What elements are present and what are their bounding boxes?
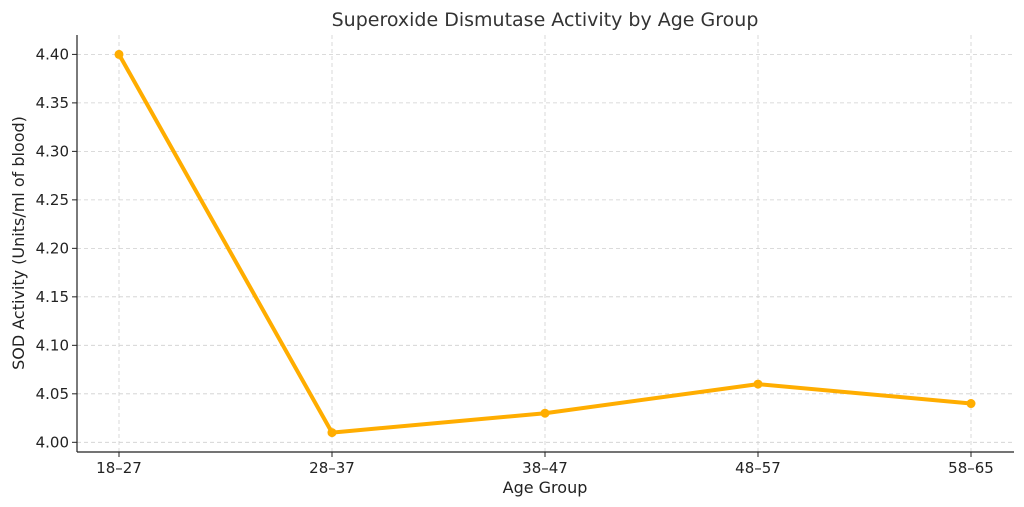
x-tick-label: 28–37 bbox=[309, 459, 355, 477]
data-point bbox=[753, 379, 763, 389]
x-tick-label: 18–27 bbox=[96, 459, 142, 477]
y-tick-label: 4.40 bbox=[36, 45, 69, 63]
chart-title: Superoxide Dismutase Activity by Age Gro… bbox=[332, 9, 759, 31]
x-tick-label: 58–65 bbox=[948, 459, 994, 477]
grid-layer bbox=[77, 35, 1014, 452]
series-line bbox=[117, 52, 973, 435]
series-layer bbox=[114, 49, 976, 438]
y-tick-label: 4.10 bbox=[36, 336, 69, 354]
y-tick-label: 4.30 bbox=[36, 142, 69, 160]
y-tick-label: 4.00 bbox=[36, 433, 69, 451]
y-axis-label: SOD Activity (Units/ml of blood) bbox=[9, 116, 28, 370]
data-point bbox=[114, 49, 124, 59]
y-tick-label: 4.15 bbox=[36, 288, 69, 306]
x-tick-label: 48–57 bbox=[735, 459, 781, 477]
x-axis-label: Age Group bbox=[503, 478, 588, 497]
y-tick-label: 4.35 bbox=[36, 94, 69, 112]
data-point bbox=[327, 428, 337, 438]
y-tick-label: 4.05 bbox=[36, 385, 69, 403]
axes-layer: 4.00 4.05 4.10 4.15 4.20 4.25 4.30 4.35 4.40 18–2… bbox=[36, 35, 1014, 477]
y-tick-label: 4.25 bbox=[36, 191, 69, 209]
data-point bbox=[540, 408, 550, 418]
data-point bbox=[966, 399, 976, 409]
y-tick-label: 4.20 bbox=[36, 239, 69, 257]
x-tick-label: 38–47 bbox=[522, 459, 568, 477]
